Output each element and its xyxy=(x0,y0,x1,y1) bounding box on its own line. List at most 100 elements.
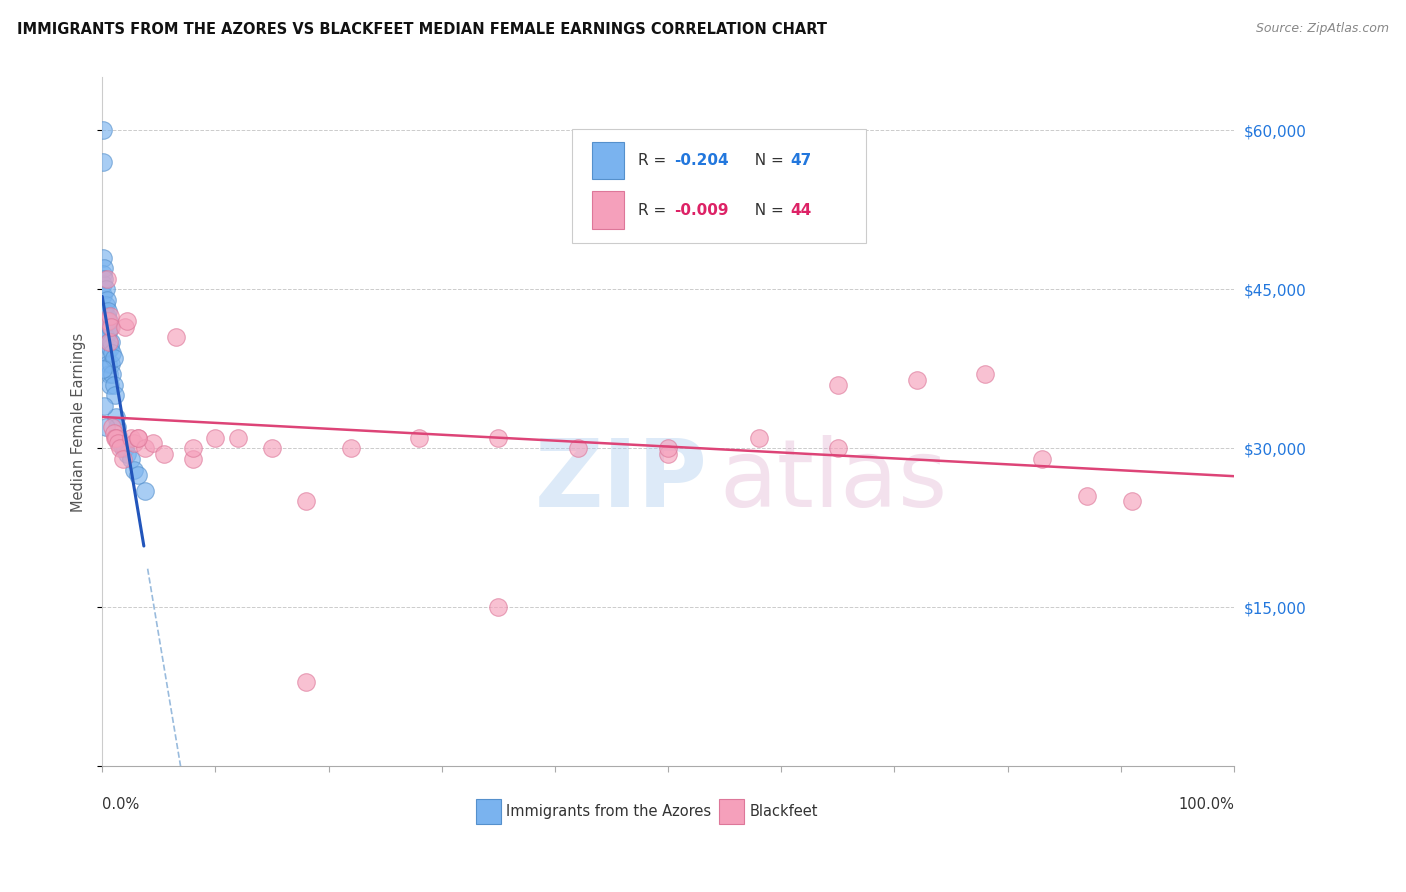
Point xyxy=(181,442,204,456)
Point xyxy=(295,674,318,689)
Text: 0.0%: 0.0% xyxy=(103,797,139,813)
Point xyxy=(1121,494,1143,508)
Point xyxy=(97,303,120,318)
Point xyxy=(105,420,128,434)
Point xyxy=(340,442,363,456)
Point xyxy=(122,436,145,450)
Point xyxy=(905,373,928,387)
Point xyxy=(120,452,142,467)
Point xyxy=(93,303,115,318)
Point xyxy=(98,335,121,350)
Point xyxy=(96,346,118,360)
Point xyxy=(94,282,117,296)
Point xyxy=(165,330,187,344)
Point xyxy=(120,431,142,445)
Point xyxy=(107,436,129,450)
Point xyxy=(97,325,120,339)
Point xyxy=(93,123,115,137)
Point xyxy=(111,442,134,456)
Point xyxy=(104,431,127,445)
Point xyxy=(486,431,509,445)
FancyBboxPatch shape xyxy=(572,129,866,243)
Point xyxy=(827,377,849,392)
Bar xyxy=(475,799,501,823)
Point xyxy=(115,447,138,461)
Text: Source: ZipAtlas.com: Source: ZipAtlas.com xyxy=(1256,22,1389,36)
Point xyxy=(98,319,121,334)
Point xyxy=(94,314,117,328)
Point xyxy=(93,267,115,281)
Point xyxy=(295,494,318,508)
Point xyxy=(97,357,120,371)
Text: atlas: atlas xyxy=(718,434,948,526)
Point xyxy=(127,431,149,445)
Point xyxy=(100,319,122,334)
Point xyxy=(657,447,679,461)
Point xyxy=(142,436,165,450)
Point xyxy=(98,314,121,328)
Point xyxy=(127,467,149,482)
Point xyxy=(101,368,124,382)
Text: R =: R = xyxy=(637,153,671,168)
Point xyxy=(98,377,121,392)
Point xyxy=(134,483,156,498)
Point xyxy=(101,346,124,360)
Point xyxy=(104,431,127,445)
Point xyxy=(260,442,283,456)
Point xyxy=(226,431,249,445)
Bar xyxy=(592,191,624,229)
Bar xyxy=(592,142,624,179)
Point xyxy=(110,436,132,450)
Point xyxy=(134,442,156,456)
Point xyxy=(748,431,770,445)
Point xyxy=(103,425,125,440)
Text: N =: N = xyxy=(745,153,789,168)
Point xyxy=(1031,452,1053,467)
Point xyxy=(104,388,127,402)
Point xyxy=(110,442,132,456)
Point xyxy=(98,368,121,382)
Point xyxy=(100,335,122,350)
Point xyxy=(93,399,115,413)
Text: R =: R = xyxy=(637,202,671,218)
Point xyxy=(108,431,131,445)
Point xyxy=(96,293,118,307)
Text: 47: 47 xyxy=(790,153,811,168)
Point xyxy=(94,420,117,434)
Text: IMMIGRANTS FROM THE AZORES VS BLACKFEET MEDIAN FEMALE EARNINGS CORRELATION CHART: IMMIGRANTS FROM THE AZORES VS BLACKFEET … xyxy=(17,22,827,37)
Point xyxy=(974,368,997,382)
Point xyxy=(153,447,176,461)
Point xyxy=(104,409,127,424)
Point xyxy=(567,442,589,456)
Text: 44: 44 xyxy=(790,202,811,218)
Point xyxy=(93,251,115,265)
Point xyxy=(486,600,509,615)
Point xyxy=(827,442,849,456)
Point xyxy=(114,319,136,334)
Text: 100.0%: 100.0% xyxy=(1178,797,1234,813)
Point xyxy=(1076,489,1098,503)
Point xyxy=(103,351,125,366)
Text: N =: N = xyxy=(745,202,789,218)
Point xyxy=(103,377,125,392)
Point xyxy=(111,452,134,467)
Point xyxy=(93,277,115,292)
Point xyxy=(93,287,115,301)
Point xyxy=(122,463,145,477)
Point xyxy=(93,362,115,376)
Text: Immigrants from the Azores: Immigrants from the Azores xyxy=(506,804,711,819)
Point xyxy=(98,335,121,350)
Point xyxy=(98,309,121,323)
Point xyxy=(101,420,124,434)
Point xyxy=(97,314,120,328)
Point xyxy=(96,272,118,286)
Point xyxy=(93,261,115,276)
Point xyxy=(115,314,138,328)
Bar xyxy=(718,799,744,823)
Text: Blackfeet: Blackfeet xyxy=(749,804,818,819)
Point xyxy=(93,272,115,286)
Point xyxy=(94,298,117,312)
Y-axis label: Median Female Earnings: Median Female Earnings xyxy=(72,333,86,512)
Text: -0.204: -0.204 xyxy=(673,153,728,168)
Text: ZIP: ZIP xyxy=(534,434,707,526)
